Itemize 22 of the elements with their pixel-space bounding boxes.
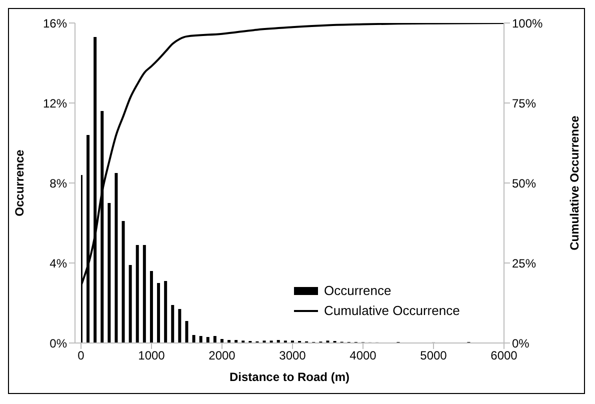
x-tick-label: 1000 <box>138 348 166 363</box>
y2-tick-label: 50% <box>512 176 536 190</box>
y2-tick-label: 100% <box>512 16 544 30</box>
y-tick-label: 12% <box>42 96 68 110</box>
y-tick-label: 4% <box>50 256 68 270</box>
x-tick-label: 6000 <box>490 348 518 363</box>
x-tick-label: 2000 <box>208 348 236 363</box>
y2-tick-label: 75% <box>512 96 536 110</box>
y2-axis-title: Cumulative Occurrence <box>567 115 582 250</box>
x-tick-label: 4000 <box>350 348 377 363</box>
y-axis-title: Occurrence <box>12 149 26 216</box>
legend-label: Occurrence <box>324 282 392 300</box>
x-tick-label: 0 <box>78 348 85 363</box>
x-tick-label: 5000 <box>420 348 448 363</box>
y-tick-label: 0% <box>50 336 68 350</box>
legend-label: Cumulative Occurrence <box>324 302 460 320</box>
y-tick-label: 16% <box>42 16 68 30</box>
y2-tick-label: 25% <box>512 256 536 270</box>
y2-tick-label: 0% <box>512 336 530 350</box>
x-axis-title: Distance to Road (m) <box>229 370 350 384</box>
y-tick-label: 8% <box>50 176 68 190</box>
x-tick-label: 3000 <box>279 348 306 363</box>
